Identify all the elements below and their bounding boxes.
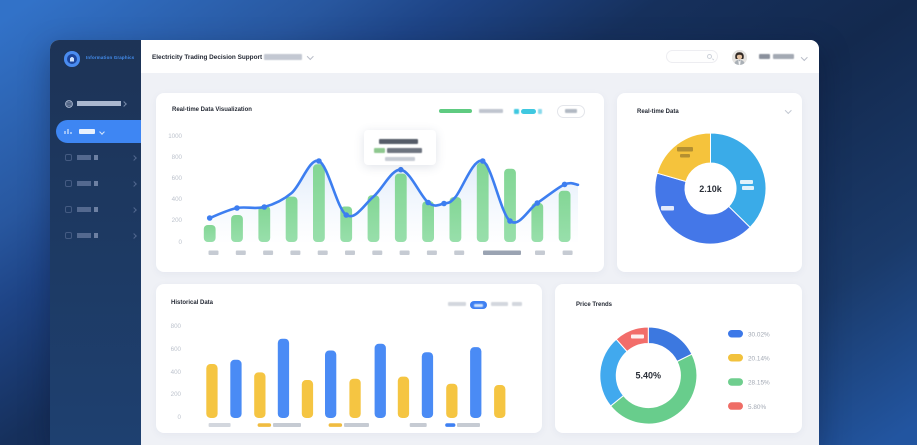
svg-text:28.15%: 28.15% [748,380,770,387]
svg-text:800: 800 [171,323,182,330]
svg-text:600: 600 [171,346,182,353]
svg-text:1000: 1000 [168,133,182,140]
svg-text:400: 400 [172,196,183,203]
svg-text:5.80%: 5.80% [748,404,766,411]
svg-text:20.14%: 20.14% [748,356,770,363]
svg-text:800: 800 [172,154,183,161]
svg-text:0: 0 [179,239,183,246]
svg-text:200: 200 [171,391,182,398]
svg-text:5.40%: 5.40% [636,371,662,381]
svg-text:30.02%: 30.02% [748,332,770,339]
svg-text:2.10k: 2.10k [699,184,723,194]
svg-text:600: 600 [172,175,183,182]
svg-text:400: 400 [171,369,182,376]
svg-text:200: 200 [172,217,183,224]
svg-text:0: 0 [178,414,182,421]
